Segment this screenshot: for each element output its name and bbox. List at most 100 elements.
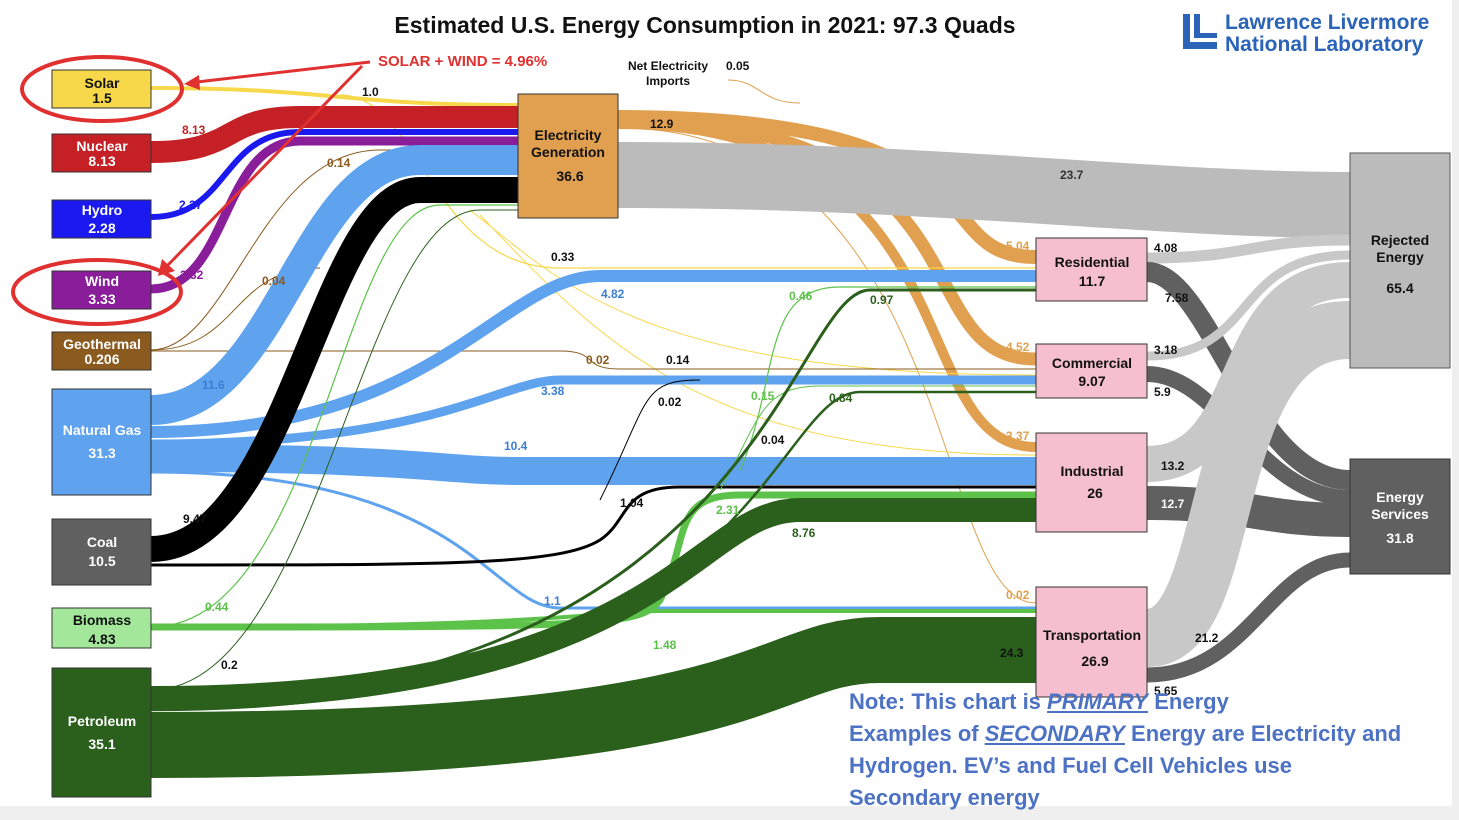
fl-coal-elec: 9.47 xyxy=(183,512,207,526)
label-nuclear-value: 8.13 xyxy=(88,153,115,169)
node-transportation xyxy=(1035,586,1148,698)
fl-geo-com: 0.02 xyxy=(586,353,610,367)
node-natural-gas xyxy=(51,388,152,496)
source-nodes xyxy=(51,69,152,798)
flow-wind-to-elec xyxy=(150,136,518,294)
fl-pet-com: 0.84 xyxy=(829,391,853,405)
node-energy-services xyxy=(1349,458,1451,575)
note-part2: Energy xyxy=(1148,689,1229,714)
fl-elec-com: 4.52 xyxy=(1006,340,1030,354)
node-nuclear xyxy=(51,133,152,173)
flow-geo-com xyxy=(151,350,1036,370)
label-wind-value: 3.33 xyxy=(88,291,115,307)
label-transportation-name: Transportation xyxy=(1043,627,1141,643)
fl-bio-elec: 0.44 xyxy=(205,600,229,614)
note-secondary: SECONDARY xyxy=(984,721,1125,746)
label-industrial-name: Industrial xyxy=(1060,463,1123,479)
flow-solar-to-elec xyxy=(150,86,519,107)
label-services-line1: Energy xyxy=(1376,489,1424,505)
note-part3: Examples of xyxy=(849,721,985,746)
fl-ng-com: 3.38 xyxy=(541,384,565,398)
net-imports-label: Net Electricity Imports 0.05 xyxy=(628,59,750,88)
fl-com-rej: 3.18 xyxy=(1154,343,1178,357)
llnl-logo-icon xyxy=(1183,14,1217,49)
fl-bio-trans: 1.48 xyxy=(653,638,677,652)
flow-trans-services xyxy=(1146,552,1351,683)
fl-res-rej: 4.08 xyxy=(1154,241,1178,255)
fl-hydro-elec: 2.27 xyxy=(179,198,203,212)
label-elec-line2: Generation xyxy=(531,144,605,160)
net-imports-value: 0.05 xyxy=(726,59,750,73)
fl-solar-elec: 1.0 xyxy=(362,85,379,99)
flow-net-imports xyxy=(727,79,801,104)
fl-elec-out: 12.9 xyxy=(650,117,674,131)
flow-pet-to-ind xyxy=(150,498,1036,710)
fl-solar-com: 0.14 xyxy=(666,353,690,367)
label-elec-line1: Electricity xyxy=(535,127,602,143)
node-wind xyxy=(51,270,152,310)
label-nuclear-name: Nuclear xyxy=(76,138,128,154)
flow-com-rejected xyxy=(1146,250,1351,361)
label-solar-name: Solar xyxy=(84,75,120,91)
flow-coal-to-com xyxy=(599,379,701,501)
callout-arrowhead-solar xyxy=(184,75,200,90)
fl-elec-rejected: 23.7 xyxy=(1060,168,1084,182)
fl-elec-res: 5.04 xyxy=(1006,239,1030,253)
flow-nuclear-to-elec xyxy=(150,106,518,163)
label-services-line2: Services xyxy=(1371,506,1429,522)
node-petroleum xyxy=(51,667,152,798)
node-geothermal xyxy=(51,331,152,371)
note-primary: PRIMARY xyxy=(1047,689,1149,714)
fl-coal-com: 0.02 xyxy=(658,395,682,409)
fl-pet-res: 0.97 xyxy=(870,293,894,307)
fl-ng-trans: 1.1 xyxy=(544,594,561,608)
flow-elec-to-industrial xyxy=(617,119,1037,452)
label-petroleum-name: Petroleum xyxy=(68,713,136,729)
label-solar-value: 1.5 xyxy=(92,90,112,106)
fl-elec-ind: 3.37 xyxy=(1006,429,1030,443)
fl-nuclear-elec: 8.13 xyxy=(182,123,206,137)
flow-coal-to-elec xyxy=(150,177,518,562)
label-transportation-value: 26.9 xyxy=(1081,653,1108,669)
fl-com-srv: 5.9 xyxy=(1154,385,1171,399)
fl-ng-res: 4.82 xyxy=(601,287,625,301)
page-title: Estimated U.S. Energy Consumption in 202… xyxy=(394,12,1016,38)
label-elec-value: 36.6 xyxy=(556,168,583,184)
note-part1: Note: This chart is xyxy=(849,689,1048,714)
wind-circle xyxy=(11,258,183,326)
callout-arrow-solar xyxy=(196,60,371,84)
flow-value-labels: 1.0 8.13 2.27 3.32 0.14 0.04 12.9 23.7 0… xyxy=(179,85,1219,698)
flow-trans-rejected xyxy=(1143,301,1353,667)
fl-coal-ind: 1.04 xyxy=(620,496,644,510)
label-wind-name: Wind xyxy=(85,273,119,289)
net-imports-line2: Imports xyxy=(646,74,690,88)
fl-solar-ind: 0.04 xyxy=(761,433,785,447)
fl-pet-ind: 8.76 xyxy=(792,526,816,540)
fl-solar-res: 0.33 xyxy=(551,250,575,264)
label-rejected-line2: Energy xyxy=(1376,249,1424,265)
fl-pet-elec: 0.2 xyxy=(221,658,238,672)
node-solar xyxy=(51,69,152,109)
node-residential xyxy=(1035,237,1148,302)
source-labels: Solar 1.5 Nuclear 8.13 Hydro 2.28 Wind 3… xyxy=(63,75,142,752)
label-commercial-value: 9.07 xyxy=(1078,373,1105,389)
flow-elec-rejected xyxy=(617,142,1351,238)
fl-ind-rej: 13.2 xyxy=(1161,459,1185,473)
flow-pet-to-elec xyxy=(150,209,518,691)
label-industrial-value: 26 xyxy=(1087,485,1103,501)
flow-hydro-to-elec xyxy=(150,129,518,220)
node-coal xyxy=(51,518,152,586)
fl-wind-elec: 3.32 xyxy=(180,268,204,282)
bottom-strip xyxy=(0,806,1459,820)
fl-ng-ind: 10.4 xyxy=(504,439,528,453)
label-rejected-value: 65.4 xyxy=(1386,280,1413,296)
llnl-logo-line1: Lawrence Livermore xyxy=(1225,11,1430,34)
fl-trans-srv: 5.65 xyxy=(1154,684,1178,698)
flow-bio-to-elec xyxy=(150,204,518,628)
node-commercial xyxy=(1035,343,1148,399)
solar-circle xyxy=(20,55,184,123)
fl-elec-trans: 0.02 xyxy=(1006,588,1030,602)
llnl-logo: Lawrence Livermore National Laboratory xyxy=(1181,12,1441,58)
fl-pet-trans: 24.3 xyxy=(1000,646,1024,660)
